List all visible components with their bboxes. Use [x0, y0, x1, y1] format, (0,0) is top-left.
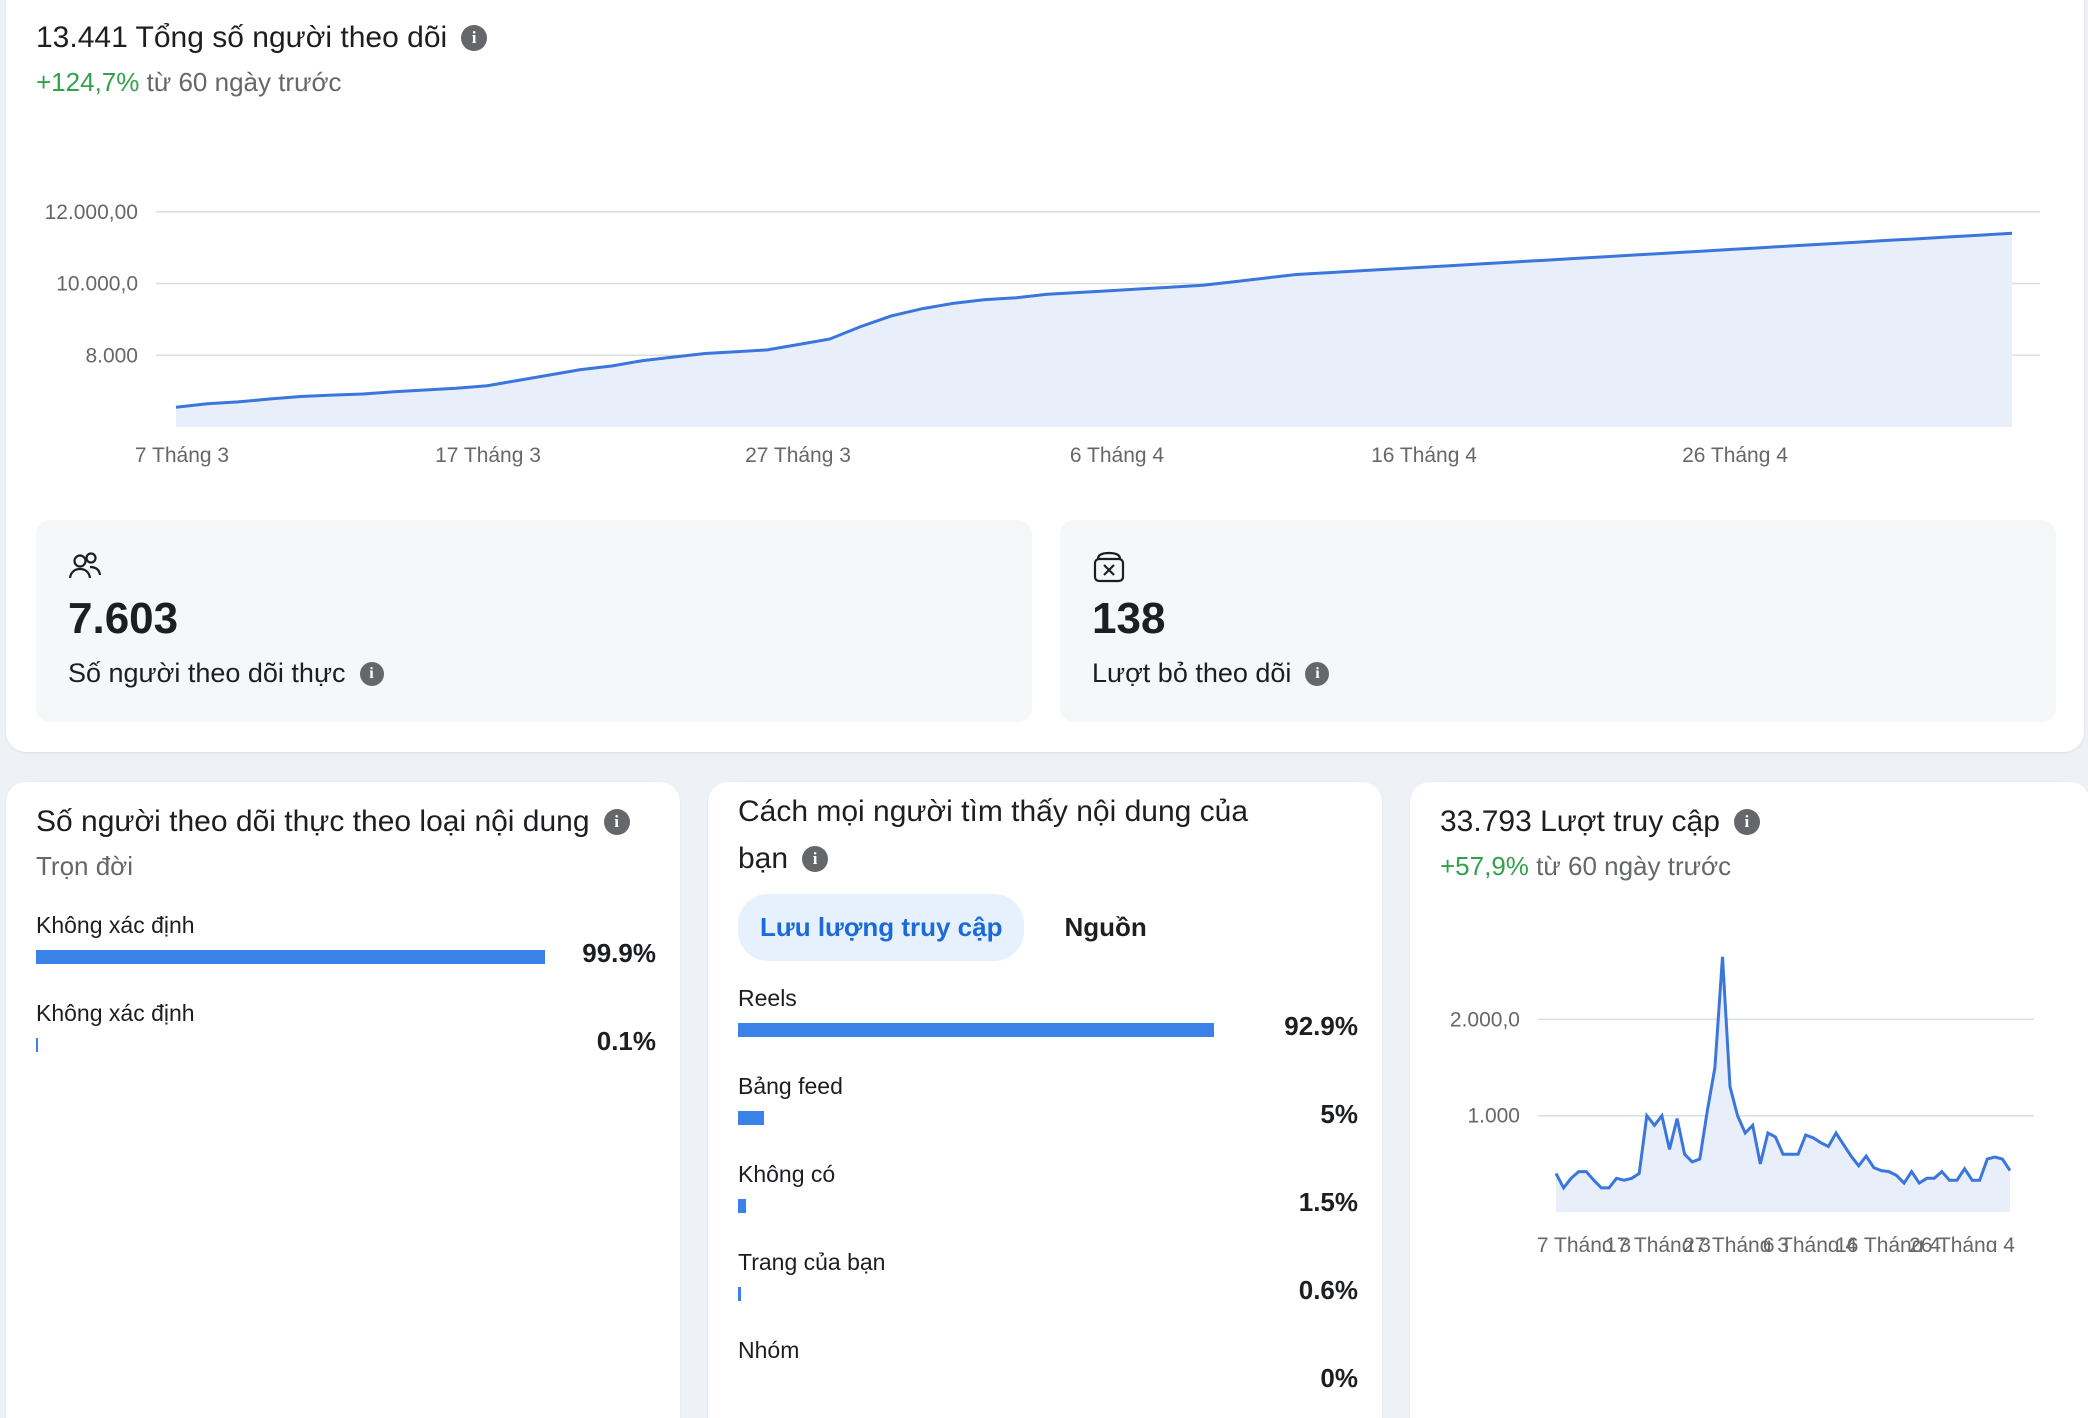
list-item-label: Không có [738, 1161, 836, 1187]
visits-area [1556, 956, 2010, 1212]
followers-area [176, 233, 2012, 427]
info-icon[interactable]: i [461, 24, 488, 51]
content-type-subtitle: Trọn đời [36, 851, 134, 881]
list-item: Trang của bạn 0.6% [738, 1249, 1358, 1337]
list-item-percent: 0.6% [1298, 1275, 1358, 1305]
discovery-title-row2: bạn i [738, 839, 1358, 878]
bar-track [738, 1111, 1250, 1125]
y-tick-label: 12.000,00 [45, 201, 138, 224]
bar-track [36, 950, 546, 964]
unfollow-box-icon [1093, 551, 1125, 583]
followers-card: 13.441 Tổng số người theo dõi i +124,7% … [6, 0, 2084, 752]
discovery-title-line1: Cách mọi người tìm thấy nội dung của [738, 795, 1249, 828]
visits-title: 33.793 Lượt truy cập [1440, 805, 1720, 838]
y-tick-label: 2.000,0 [1450, 1008, 1520, 1031]
x-tick-label: 26 Tháng 4 [1909, 1234, 2015, 1252]
x-tick-label: 27 Tháng 3 [1683, 1234, 1789, 1252]
x-tick-label: 6 Tháng 4 [1763, 1234, 1858, 1252]
list-item-percent: 1.5% [1298, 1187, 1358, 1217]
list-item-percent: 5% [1320, 1099, 1358, 1129]
list-item-label: Nhóm [738, 1337, 800, 1363]
visits-card: 33.793 Lượt truy cập i +57,9% từ 60 ngày… [1410, 782, 2088, 1418]
unfollows-box: 138 Lượt bỏ theo dõi i [1060, 520, 2056, 722]
list-item-percent: 92.9% [1284, 1011, 1358, 1041]
discovery-list: Reels 92.9% Bảng feed 5% Không có 1.5% Trang c… [738, 985, 1358, 1418]
visits-change-suffix: từ 60 ngày trước [1536, 851, 1732, 881]
list-item: Không xác định 0.1% [36, 1000, 656, 1088]
net-followers-label: Số người theo dõi thực [68, 658, 346, 688]
x-tick-label: 7 Tháng 3 [1537, 1234, 1631, 1252]
list-item-label: Reels [738, 985, 797, 1011]
tab-traffic[interactable]: Lưu lượng truy cập [738, 894, 1025, 961]
bar-fill [36, 1038, 38, 1052]
bar-track [738, 1375, 1250, 1389]
followers-change: +124,7% từ 60 ngày trước [36, 67, 487, 98]
bar-track [738, 1287, 1250, 1301]
x-tick-label: 27 Tháng 3 [745, 444, 851, 467]
followers-change-suffix: từ 60 ngày trước [146, 67, 342, 97]
list-item-label: Không xác định [36, 1000, 195, 1026]
list-item: Bảng feed 5% [738, 1073, 1358, 1161]
info-icon[interactable]: i [359, 661, 384, 686]
list-item-percent: 0% [1320, 1363, 1358, 1393]
followers-change-value: +124,7% [36, 67, 140, 97]
info-icon[interactable]: i [802, 845, 829, 872]
discovery-title-line2: bạn [738, 842, 789, 875]
x-tick-label: 26 Tháng 4 [1682, 444, 1788, 467]
y-tick-label: 1.000 [1467, 1105, 1520, 1128]
bar-fill [738, 1111, 764, 1125]
bar-track [738, 1199, 1250, 1213]
content-type-title-row: Số người theo dõi thực theo loại nội dun… [36, 802, 666, 841]
discovery-tabs: Lưu lượng truy cập Nguồn [738, 894, 1358, 961]
visits-title-row: 33.793 Lượt truy cập i [1440, 802, 1760, 841]
bar-track [36, 1038, 546, 1052]
list-item: Reels 92.9% [738, 985, 1358, 1073]
bar-fill [738, 1199, 746, 1213]
info-icon[interactable]: i [603, 808, 630, 835]
x-tick-label: 6 Tháng 4 [1070, 444, 1165, 467]
list-item-percent: 99.9% [582, 938, 656, 968]
bar-fill [36, 950, 546, 964]
tab-sources[interactable]: Nguồn [1064, 912, 1147, 942]
x-tick-label: 17 Tháng 3 [435, 444, 541, 467]
content-type-card: Số người theo dõi thực theo loại nội dun… [6, 782, 680, 1418]
followers-chart: 8.000 10.000,0 12.000,00 7 Tháng 3 17 Tháng … [45, 201, 2040, 467]
unfollows-label-row: Lượt bỏ theo dõi i [1092, 658, 1330, 689]
list-item: Nhóm 0% [738, 1337, 1358, 1418]
followers-title-row: 13.441 Tổng số người theo dõi i [36, 18, 488, 57]
x-tick-label: 16 Tháng 4 [1371, 444, 1477, 467]
visits-change-value: +57,9% [1440, 851, 1529, 881]
list-item: Không có 1.5% [738, 1161, 1358, 1249]
info-icon[interactable]: i [1305, 661, 1330, 686]
people-icon [68, 552, 102, 579]
visits-line [1554, 956, 2012, 1191]
visits-change: +57,9% từ 60 ngày trước [1440, 851, 1760, 882]
list-item-label: Trang của bạn [738, 1249, 886, 1275]
content-type-list: Không xác định 99.9% Không xác định 0.1% [36, 912, 656, 1088]
content-type-title: Số người theo dõi thực theo loại nội dun… [36, 805, 590, 838]
x-tick-label: 7 Tháng 3 [135, 444, 229, 467]
y-tick-label: 10.000,0 [56, 273, 138, 296]
unfollows-value: 138 [1092, 594, 1166, 643]
followers-line [175, 231, 2013, 409]
unfollows-label: Lượt bỏ theo dõi [1092, 658, 1292, 688]
net-followers-value: 7.603 [68, 594, 179, 643]
list-item-label: Không xác định [36, 912, 195, 938]
bar-track [738, 1023, 1250, 1037]
x-tick-label: 16 Tháng 4 [1835, 1234, 1941, 1252]
followers-title: 13.441 Tổng số người theo dõi [36, 21, 448, 54]
info-icon[interactable]: i [1733, 808, 1760, 835]
list-item-label: Bảng feed [738, 1073, 843, 1099]
list-item: Không xác định 99.9% [36, 912, 656, 1000]
list-item-percent: 0.1% [596, 1026, 656, 1056]
y-tick-label: 8.000 [85, 344, 138, 367]
bar-fill [738, 1023, 1214, 1037]
net-followers-label-row: Số người theo dõi thực i [68, 658, 384, 689]
visits-chart: 1.000 2.000,0 7 Tháng 317 Tháng 327 Tháng … [1450, 956, 2034, 1252]
bar-fill [738, 1287, 742, 1301]
net-followers-box: 7.603 Số người theo dõi thực i [36, 520, 1032, 722]
x-tick-label: 17 Tháng 3 [1605, 1234, 1711, 1252]
discovery-card: Cách mọi người tìm thấy nội dung của bạn… [708, 782, 1382, 1418]
